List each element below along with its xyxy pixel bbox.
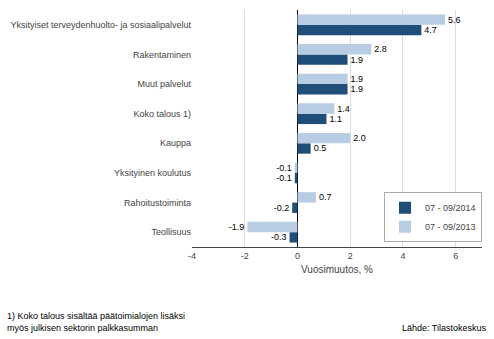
svg-text:Rahoitustoiminta: Rahoitustoiminta (124, 198, 191, 208)
svg-text:-1.9: -1.9 (229, 222, 245, 232)
svg-text:Rakentaminen: Rakentaminen (133, 50, 191, 60)
svg-text:1.9: 1.9 (351, 84, 364, 94)
svg-text:2.0: 2.0 (353, 133, 366, 143)
svg-text:Koko talous 1): Koko talous 1) (133, 109, 191, 119)
svg-text:-0.3: -0.3 (271, 232, 287, 242)
svg-text:2.8: 2.8 (374, 44, 387, 54)
svg-text:0.7: 0.7 (319, 192, 332, 202)
svg-text:4: 4 (400, 251, 405, 261)
svg-text:07 - 09/2013: 07 - 09/2013 (425, 222, 476, 232)
svg-text:-2: -2 (241, 251, 249, 261)
svg-text:-0.1: -0.1 (276, 173, 292, 183)
svg-text:4.7: 4.7 (424, 25, 437, 35)
svg-text:-0.2: -0.2 (274, 203, 290, 213)
svg-text:0: 0 (295, 251, 300, 261)
svg-text:07 - 09/2014: 07 - 09/2014 (425, 203, 476, 213)
svg-text:6: 6 (453, 251, 458, 261)
svg-text:1.9: 1.9 (351, 74, 364, 84)
svg-text:1.1: 1.1 (329, 114, 342, 124)
svg-text:1.9: 1.9 (351, 55, 364, 65)
svg-text:Muut palvelut: Muut palvelut (137, 79, 191, 89)
svg-text:1.4: 1.4 (337, 104, 350, 114)
svg-text:Lähde: Tilastokeskus: Lähde: Tilastokeskus (402, 323, 487, 333)
svg-text:-4: -4 (188, 251, 196, 261)
svg-text:Yksityinen koulutus: Yksityinen koulutus (114, 168, 192, 178)
svg-text:0.5: 0.5 (314, 143, 327, 153)
svg-text:Yksityiset terveydenhuolto- ja: Yksityiset terveydenhuolto- ja sosiaalip… (10, 20, 191, 30)
svg-text:2: 2 (348, 251, 353, 261)
svg-text:5.6: 5.6 (448, 15, 461, 25)
svg-text:Kauppa: Kauppa (160, 138, 191, 148)
svg-text:Vuosimuutos, %: Vuosimuutos, % (301, 264, 373, 275)
svg-text:Teollisuus: Teollisuus (151, 227, 191, 237)
svg-text:-0.1: -0.1 (276, 163, 292, 173)
svg-text:1) Koko talous sisältää päätoi: 1) Koko talous sisältää päätoimialojen l… (7, 311, 185, 333)
